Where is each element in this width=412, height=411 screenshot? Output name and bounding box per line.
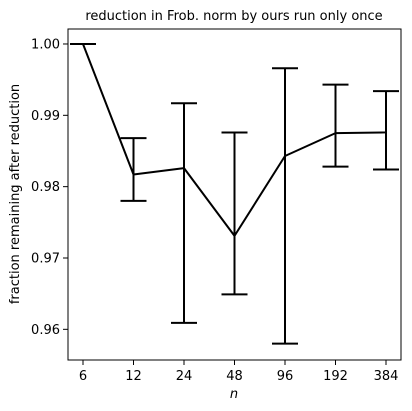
x-tick-label: 384 (374, 369, 399, 384)
x-tick-label: 6 (79, 369, 87, 384)
y-tick-label: 0.97 (31, 251, 60, 266)
y-tick-label: 0.98 (31, 180, 60, 195)
x-tick-label: 96 (277, 369, 294, 384)
x-tick-label: 24 (176, 369, 193, 384)
error-bars (70, 42, 399, 345)
y-tick-label: 0.96 (31, 323, 60, 338)
y-axis-label: fraction remaining after reduction (8, 84, 23, 304)
y-tick-label: 0.99 (31, 109, 60, 124)
x-axis: 6 12 24 48 96 192 384 (79, 360, 399, 384)
series-line (82, 43, 387, 237)
x-axis-label: n (230, 387, 238, 402)
y-tick-label: 1.00 (31, 37, 60, 52)
x-tick-label: 192 (323, 369, 348, 384)
x-tick-label: 12 (125, 369, 142, 384)
y-axis: 0.96 0.97 0.98 0.99 1.00 (31, 37, 68, 338)
chart-title: reduction in Frob. norm by ours run only… (85, 9, 382, 24)
x-tick-label: 48 (226, 369, 243, 384)
